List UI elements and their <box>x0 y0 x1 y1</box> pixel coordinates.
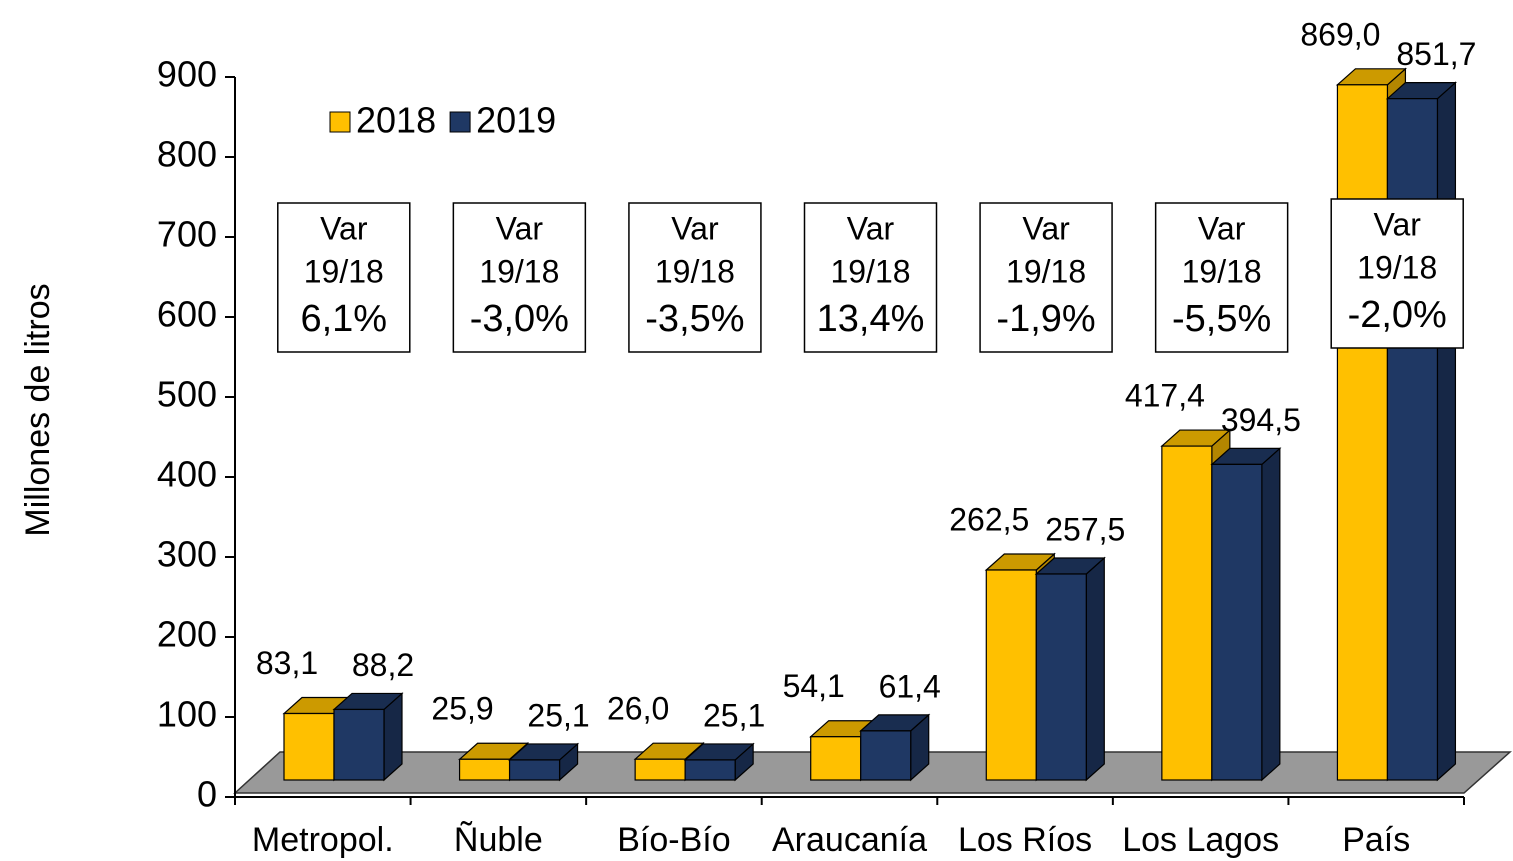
bar <box>859 713 931 782</box>
var-period: 19/18 <box>655 253 735 289</box>
var-value: -1,9% <box>996 298 1095 340</box>
var-box <box>452 202 587 353</box>
value-label: 61,4 <box>879 668 941 704</box>
bar-front <box>1336 84 1389 781</box>
value-label: 54,1 <box>783 668 845 704</box>
bar-side <box>1085 556 1105 782</box>
bar <box>683 742 755 782</box>
var-period: 19/18 <box>479 253 559 289</box>
var-title: Var <box>671 210 719 246</box>
var-title: Var <box>1022 210 1070 246</box>
var-value: -3,5% <box>645 298 744 340</box>
value-label: 869,0 <box>1300 16 1380 52</box>
var-period: 19/18 <box>830 253 910 289</box>
var-title: Var <box>320 210 368 246</box>
var-value: -3,0% <box>470 298 569 340</box>
var-value: 13,4% <box>817 298 925 340</box>
y-tick-label: 700 <box>157 214 217 255</box>
bar-front <box>860 730 912 781</box>
var-box <box>277 202 411 353</box>
legend-label: 2018 <box>356 100 436 141</box>
bar <box>507 742 580 782</box>
bar-side <box>1261 447 1281 782</box>
value-label: 25,1 <box>703 697 765 733</box>
var-title: Var <box>847 210 895 246</box>
y-axis-title: Millones de litros <box>19 283 57 536</box>
bar-side <box>1436 81 1457 782</box>
y-tick-label: 300 <box>157 534 217 575</box>
bar <box>1385 81 1458 782</box>
value-label: 257,5 <box>1045 511 1125 547</box>
legend-label: 2019 <box>476 100 556 141</box>
y-tick-label: 0 <box>197 774 217 815</box>
bar <box>332 692 404 782</box>
bar-front <box>634 758 686 781</box>
var-title: Var <box>1198 210 1246 246</box>
y-tick-label: 600 <box>157 294 217 335</box>
x-tick-label: País <box>1342 821 1410 859</box>
value-label: 851,7 <box>1396 36 1476 72</box>
value-label: 83,1 <box>256 645 318 681</box>
var-box <box>1330 198 1464 349</box>
bar <box>1034 556 1106 782</box>
bar-front <box>333 708 385 781</box>
var-value: -2,0% <box>1348 294 1447 336</box>
bar-front <box>283 712 335 781</box>
y-tick-label: 400 <box>157 454 217 495</box>
value-label: 417,4 <box>1125 378 1205 414</box>
var-box <box>1154 202 1289 353</box>
y-tick-label: 800 <box>157 134 217 175</box>
y-tick-label: 200 <box>157 614 217 655</box>
var-period: 19/18 <box>304 253 384 289</box>
x-tick-label: Metropol. <box>252 821 394 859</box>
var-value: -5,5% <box>1172 298 1271 340</box>
y-tick-label: 100 <box>157 694 217 735</box>
var-box <box>803 202 938 353</box>
bar-front <box>1211 463 1263 781</box>
x-tick-label: Araucanía <box>772 821 927 859</box>
var-period: 19/18 <box>1006 253 1086 289</box>
bar-front <box>810 736 862 781</box>
legend-swatch <box>449 111 471 133</box>
var-box <box>979 202 1113 353</box>
x-tick-label: Bío-Bío <box>617 821 730 859</box>
var-period: 19/18 <box>1357 249 1437 285</box>
value-label: 25,1 <box>527 697 589 733</box>
bar <box>1210 447 1282 782</box>
value-label: 394,5 <box>1221 402 1301 438</box>
y-tick-label: 900 <box>157 54 217 95</box>
bar-front <box>1161 445 1213 781</box>
var-value: 6,1% <box>300 298 387 340</box>
bar-front <box>985 569 1037 781</box>
var-box <box>628 202 762 353</box>
bar-front <box>508 759 561 781</box>
y-tick-label: 500 <box>157 374 217 415</box>
x-tick-label: Los Lagos <box>1122 821 1279 859</box>
bar-front <box>458 758 511 781</box>
value-label: 25,9 <box>431 691 493 727</box>
value-label: 262,5 <box>949 501 1029 537</box>
var-period: 19/18 <box>1182 253 1262 289</box>
bar-front <box>1035 573 1087 781</box>
value-label: 26,0 <box>607 691 669 727</box>
var-title: Var <box>496 210 544 246</box>
value-label: 88,2 <box>352 647 414 683</box>
x-tick-label: Ñuble <box>454 821 543 859</box>
x-tick-label: Los Ríos <box>958 821 1092 859</box>
bar-front <box>684 759 736 781</box>
var-title: Var <box>1374 206 1422 242</box>
legend-swatch <box>329 111 351 133</box>
